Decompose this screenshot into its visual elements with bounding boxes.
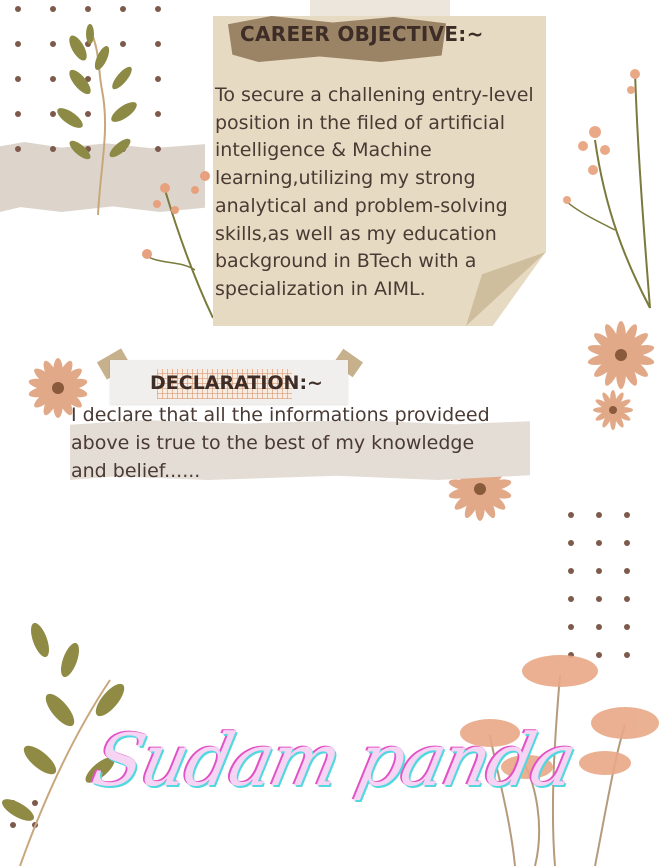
dot [596,568,602,574]
dot [155,146,161,152]
declaration-paper [70,420,530,480]
dot [568,624,574,630]
dot [155,41,161,47]
dot [155,111,161,117]
dot [50,41,56,47]
daisy-icon [593,390,633,430]
career-objective-text: To secure a challening entry-level posit… [215,84,534,300]
dot [624,624,630,630]
dot [50,111,56,117]
leaf-branch-icon [57,24,137,216]
career-objective-title: CAREER OBJECTIVE:~ [240,22,484,46]
dot [85,146,91,152]
umbel-flowers-icon [460,655,659,866]
dot [624,596,630,602]
paper-strip-top [310,0,450,18]
dot [596,512,602,518]
dot [15,76,21,82]
dot [568,652,574,658]
daisy-icon [28,358,88,418]
flower-stem-icon [142,171,214,319]
dot [568,568,574,574]
dot [596,624,602,630]
leaf-branch-icon [2,622,125,866]
dot [85,76,91,82]
dot [50,146,56,152]
dot [624,512,630,518]
dot [596,652,602,658]
heading-band [228,16,446,62]
dot [624,652,630,658]
dot [120,41,126,47]
dot [15,41,21,47]
daisy-icon [587,321,655,389]
dot [568,540,574,546]
dot [624,540,630,546]
declaration-title: DECLARATION:~ [150,372,323,394]
dot [85,6,91,12]
dot [120,6,126,12]
signature: Sudam panda [86,718,583,802]
declaration-text: I declare that all the informations prov… [71,404,490,482]
dot [15,111,21,117]
wildflower-right-icon [563,69,651,309]
dot [596,596,602,602]
checkered-tape [157,369,292,399]
dot [50,76,56,82]
dot [155,6,161,12]
dot [155,76,161,82]
dot [32,800,38,806]
dot [15,146,21,152]
dot [50,6,56,12]
dot [85,111,91,117]
dot [15,6,21,12]
dot [624,568,630,574]
dot [596,540,602,546]
dot [10,822,16,828]
dot [568,596,574,602]
dot [568,512,574,518]
dot [85,41,91,47]
